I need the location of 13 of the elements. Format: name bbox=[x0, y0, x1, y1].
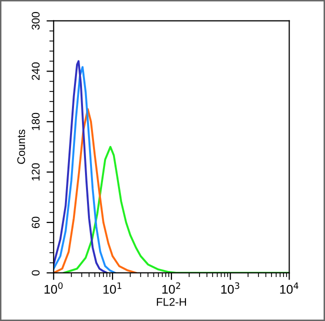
y-tick-label: 120 bbox=[32, 163, 40, 180]
y-tick-label: 180 bbox=[32, 112, 40, 130]
y-tick-label: 60 bbox=[32, 216, 40, 228]
x-tick-label: 10$^{3}$ bbox=[221, 282, 240, 294]
y-tick-label: 300 bbox=[32, 12, 40, 30]
y-tick-label: 0 bbox=[32, 270, 40, 276]
x-tick-label: 10$^{0}$ bbox=[44, 282, 63, 294]
y-tick-label: 240 bbox=[32, 62, 40, 80]
x-axis-title: FL2-H bbox=[156, 298, 186, 306]
x-tick-label: 10$^{1}$ bbox=[103, 282, 122, 294]
y-axis-title: Counts bbox=[17, 130, 26, 164]
x-tick-label: 10$^{2}$ bbox=[162, 282, 180, 294]
x-tick-label: 10$^{4}$ bbox=[280, 282, 298, 294]
